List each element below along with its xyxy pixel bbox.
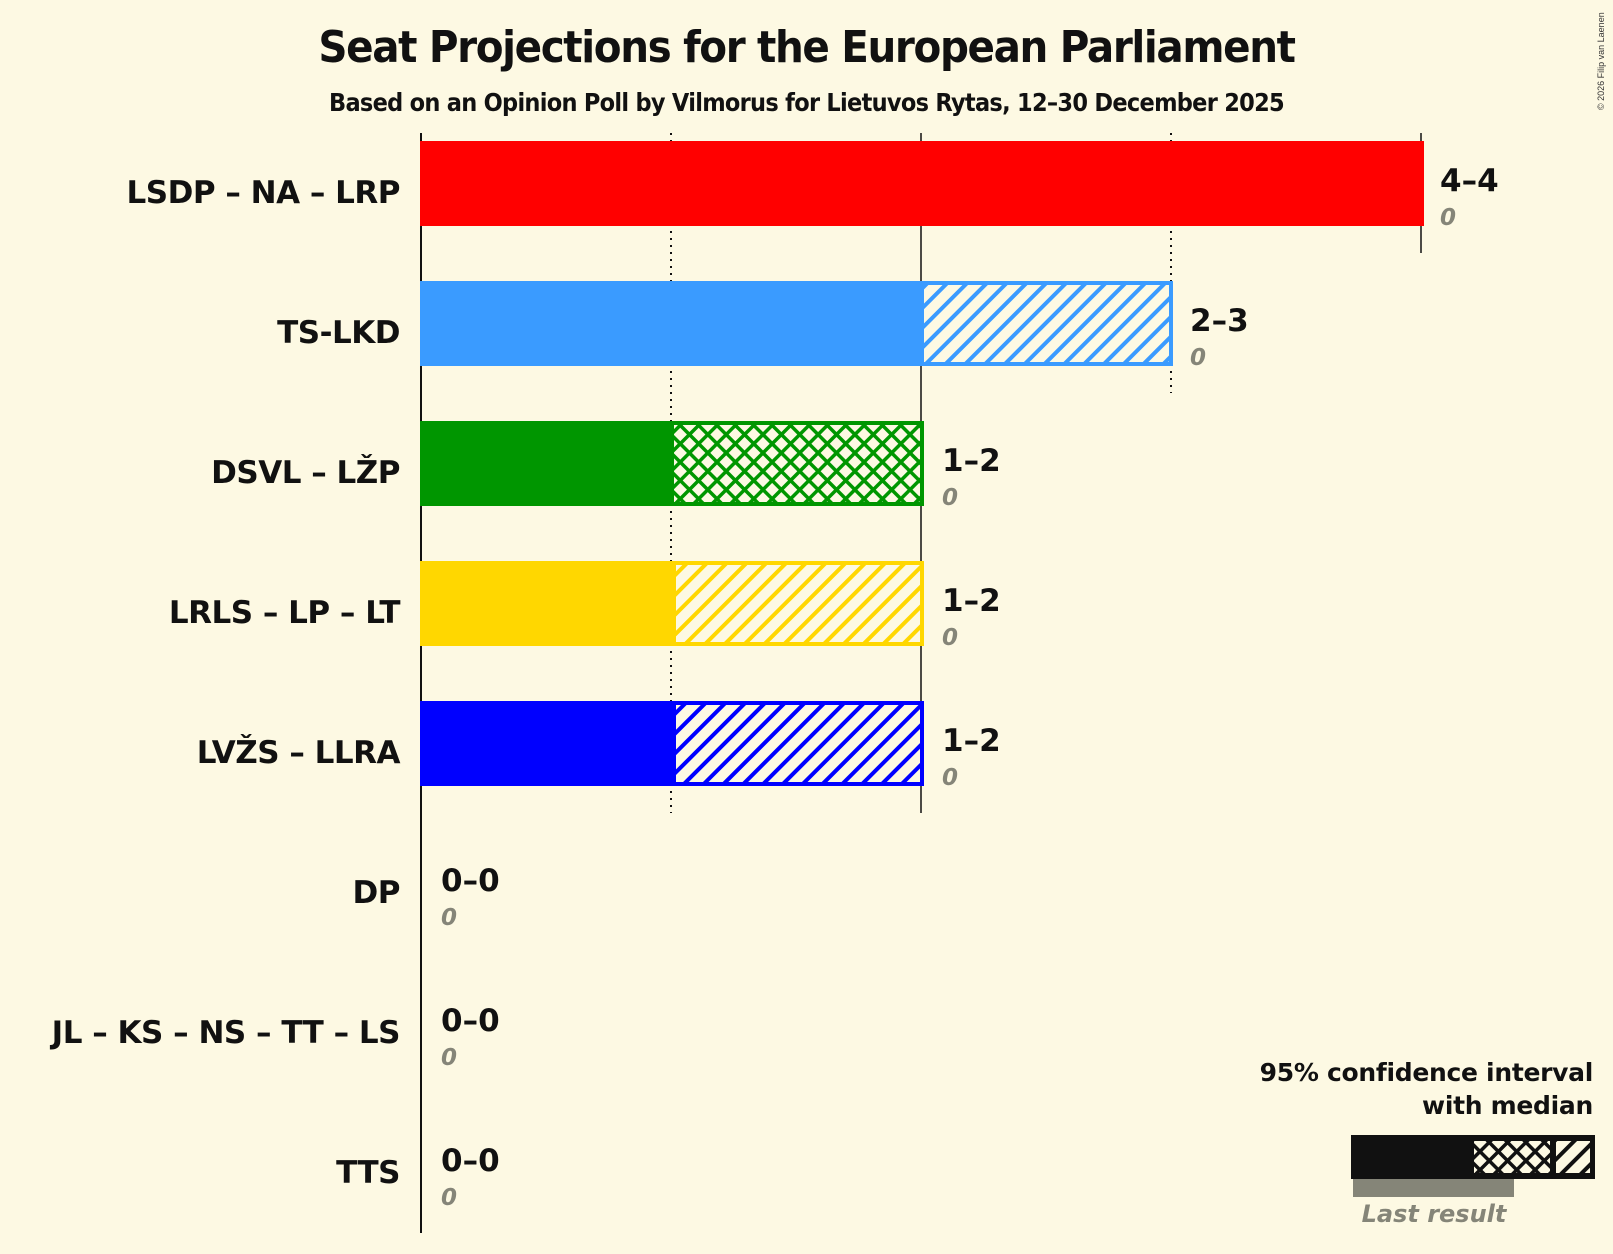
last-result: 0: [441, 905, 458, 931]
party-label: LRLS – LP – LT: [168, 595, 401, 631]
last-result: 0: [441, 1045, 458, 1071]
seat-range: 0–0: [441, 863, 500, 899]
party-label: LSDP – NA – LRP: [126, 175, 401, 211]
legend-title: 95% confidence interval with median: [1259, 1056, 1594, 1122]
seat-range: 4–4: [1440, 163, 1499, 199]
party-label: DP: [352, 875, 401, 911]
last-result: 0: [942, 625, 959, 651]
last-result: 0: [942, 765, 959, 791]
seat-range: 2–3: [1190, 303, 1249, 339]
last-result: 0: [441, 1185, 458, 1211]
party-label: TS-LKD: [277, 315, 400, 351]
legend-title-line1: 95% confidence interval: [1259, 1058, 1594, 1087]
last-result: 0: [942, 485, 959, 511]
seat-range: 1–2: [942, 723, 1001, 759]
bar-lsdp: [420, 141, 1424, 226]
party-label: JL – KS – NS – TT – LS: [51, 1015, 401, 1051]
bar-ts-lkd: [420, 281, 1173, 366]
chart-subtitle: Based on an Opinion Poll by Vilmorus for…: [329, 88, 1285, 117]
legend-swatch: [1351, 1135, 1595, 1197]
party-label: DSVL – LŽP: [211, 455, 400, 491]
last-result: 0: [1190, 345, 1207, 371]
legend-title-line2: with median: [1422, 1091, 1593, 1120]
seat-range: 0–0: [441, 1003, 500, 1039]
bar-dsvl: [420, 421, 924, 506]
legend-last-result: Last result: [1361, 1200, 1507, 1228]
chart-title: Seat Projections for the European Parlia…: [318, 22, 1296, 73]
seat-range: 0–0: [441, 1143, 500, 1179]
seat-range: 1–2: [942, 443, 1001, 479]
last-result: 0: [1440, 205, 1457, 231]
seat-range: 1–2: [942, 583, 1001, 619]
bar-lrls: [420, 561, 924, 646]
party-label: LVŽS – LLRA: [196, 735, 401, 771]
party-label: TTS: [336, 1155, 400, 1191]
bar-lvzs: [420, 701, 924, 786]
